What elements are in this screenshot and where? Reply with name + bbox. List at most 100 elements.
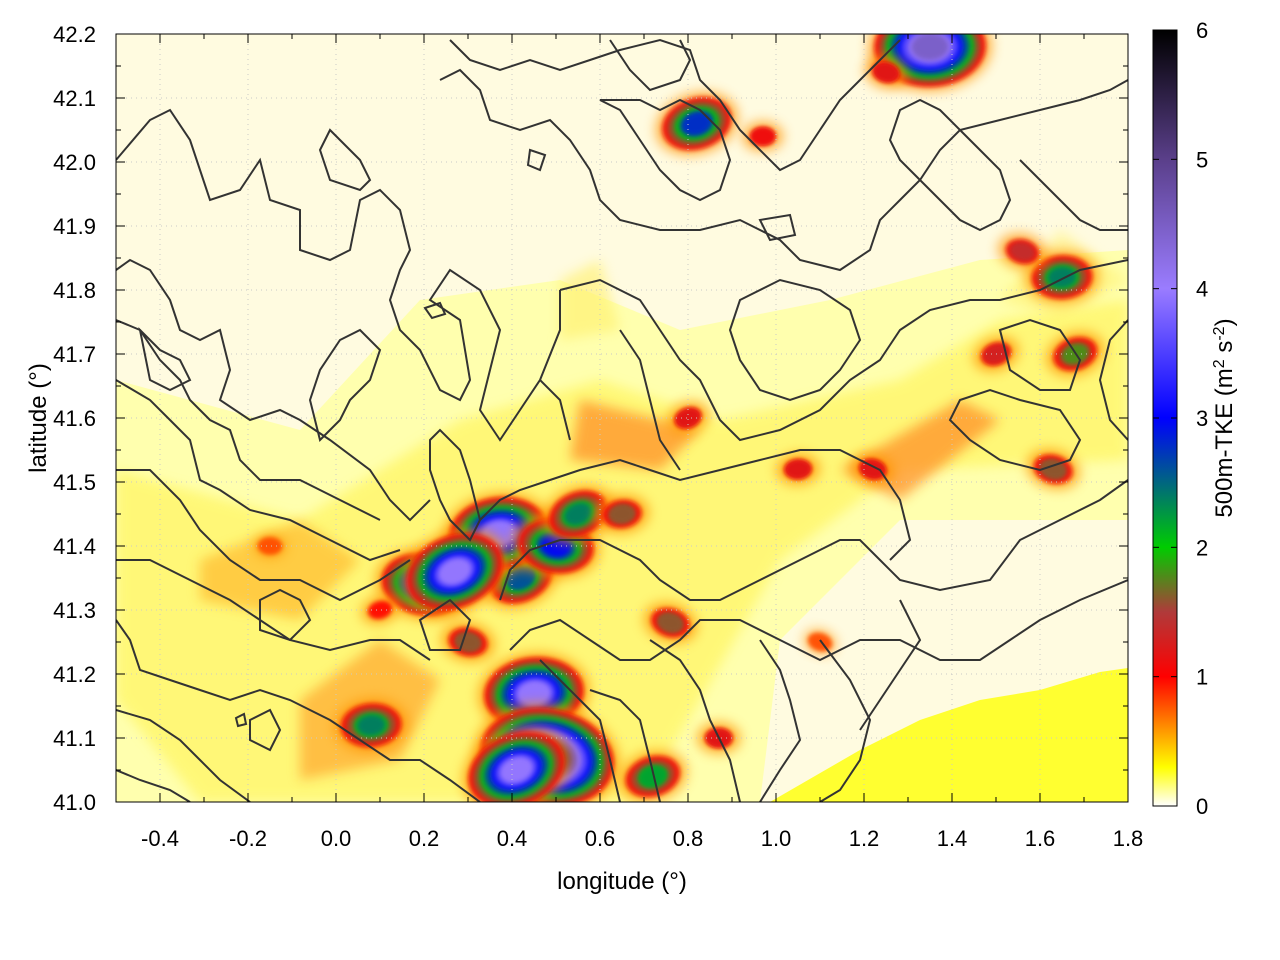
tke-level-2.2 — [639, 766, 667, 787]
x-tick-label: 0.2 — [409, 826, 440, 851]
x-tick-label: 0.0 — [321, 826, 352, 851]
contour-line — [116, 619, 481, 802]
colorbar-tick-label: 1 — [1196, 665, 1208, 690]
y-tick-label: 41.3 — [53, 598, 96, 623]
contour-line — [948, 388, 1082, 472]
x-tick-label: 0.6 — [585, 826, 616, 851]
contour-line — [249, 708, 282, 752]
x-axis-label: longitude (°) — [557, 868, 687, 895]
tke-hotspot — [656, 92, 738, 155]
contour-line — [759, 639, 802, 802]
contour-line — [116, 258, 431, 522]
tke-hotspot — [619, 750, 687, 802]
contour-line — [589, 689, 661, 802]
tke-level-2.8 — [682, 112, 712, 135]
tke-hotspot — [595, 494, 649, 534]
contour-line — [479, 449, 912, 561]
contour-line — [599, 98, 732, 202]
tke-hotspot — [361, 595, 399, 625]
colorbar-label-main: 500m-TKE (m — [1211, 368, 1238, 517]
tke-hotspot — [542, 485, 614, 543]
x-tick-label: 1.0 — [761, 826, 792, 851]
y-tick-label: 42.1 — [53, 86, 96, 111]
colorbar-label-superscript-1: 2 — [1211, 359, 1228, 368]
colorbar-tick-label: 6 — [1196, 18, 1208, 43]
contour-line — [234, 712, 248, 728]
x-tick-label: 0.4 — [497, 826, 528, 851]
tke-level-4.0 — [438, 558, 472, 585]
y-tick-label: 41.6 — [53, 406, 96, 431]
contour-line — [116, 319, 381, 521]
y-tick-label: 41.9 — [53, 214, 96, 239]
elevation-contours — [116, 38, 1128, 802]
colorbar-tick-labels: 0 1 2 3 4 5 6 — [1196, 18, 1208, 819]
tke-hotspot — [998, 233, 1047, 270]
contour-line — [138, 326, 192, 392]
tke-level-1.2 — [785, 460, 811, 479]
colorbar-tick-label: 3 — [1196, 406, 1208, 431]
tke-level-4.5 — [911, 34, 949, 60]
contour-line — [308, 328, 382, 442]
contour-line — [116, 108, 561, 442]
contour-line — [559, 259, 1128, 442]
x-tick-label: 1.8 — [1113, 826, 1144, 851]
y-tick-labels: 41.0 41.1 41.2 41.3 41.4 41.5 41.6 41.7 41.8 41.9… — [53, 22, 96, 815]
x-tick-label: 0.8 — [673, 826, 704, 851]
contour-line — [728, 278, 862, 402]
tke-level-2.4 — [564, 503, 592, 525]
contour-line — [499, 479, 1128, 601]
y-axis-label: latitude (°) — [25, 363, 52, 473]
contour-line — [758, 213, 797, 242]
tke-hotspot — [254, 534, 286, 558]
tke-level-1.2 — [860, 460, 886, 479]
tke-hotspot — [666, 401, 710, 435]
y-tick-label: 41.7 — [53, 342, 96, 367]
tke-level-2.4 — [357, 715, 386, 736]
contour-line — [116, 559, 431, 661]
colorbar-tick-label: 5 — [1196, 147, 1208, 172]
tke-hotspot — [462, 727, 571, 802]
tke-level-1.4 — [1009, 242, 1035, 261]
tke-level-4.0 — [517, 680, 551, 706]
contour-line — [819, 639, 872, 802]
contour-line — [418, 598, 472, 651]
contour-line — [1019, 159, 1128, 231]
contour-line — [116, 379, 401, 562]
tke-level-1.2 — [873, 63, 899, 82]
colorbar-label-end: ) — [1211, 318, 1238, 326]
contour-line — [859, 599, 922, 731]
x-tick-labels: -0.4 -0.2 0.0 0.2 0.4 0.6 0.8 1.0 1.2 1.4 1.6 1.8 — [141, 826, 1143, 851]
contour-line — [539, 659, 621, 802]
tke-level-0.8 — [257, 537, 283, 555]
contour-line — [609, 39, 692, 92]
contour-line — [509, 579, 1128, 662]
tke-level-2.6 — [507, 566, 535, 590]
x-tick-label: -0.4 — [141, 826, 179, 851]
contour-line — [439, 68, 1128, 272]
x-tick-label: -0.2 — [229, 826, 267, 851]
contour-line — [423, 301, 447, 320]
x-tick-label: 1.2 — [849, 826, 880, 851]
x-tick-label: 1.4 — [937, 826, 968, 851]
tke-level-1.0 — [367, 600, 393, 620]
contour-line — [116, 469, 411, 602]
contour-line — [449, 38, 901, 172]
tke-hotspot — [334, 698, 409, 752]
contour-line — [619, 329, 681, 471]
y-tick-label: 41.0 — [53, 790, 96, 815]
tke-hotspot — [864, 56, 908, 89]
contour-line — [1098, 319, 1128, 441]
colorbar-tick-label: 0 — [1196, 794, 1208, 819]
contour-line — [649, 639, 741, 802]
colorbar-label-mid: s — [1211, 341, 1238, 360]
axis-ticks — [115, 33, 1129, 803]
colorbar-label: 500m-TKE (m2 s-2) — [1211, 318, 1239, 517]
contour-line — [888, 98, 1012, 232]
tke-hotspot — [643, 602, 697, 643]
tke-level-1.6 — [657, 613, 683, 633]
colorbar-tick-label: 2 — [1196, 535, 1208, 560]
tke-level-4.0 — [499, 756, 533, 784]
y-tick-label: 41.8 — [53, 278, 96, 303]
tke-hotspot — [742, 121, 784, 152]
